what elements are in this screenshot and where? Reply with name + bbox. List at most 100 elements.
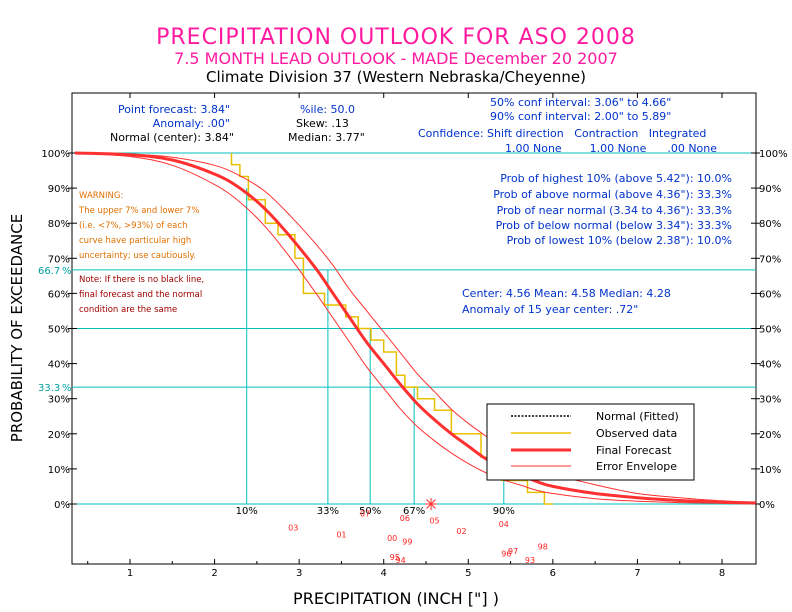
grid-lines	[72, 152, 756, 505]
y-tick-label-left: 50%	[48, 325, 70, 336]
median-text: Median: 3.77"	[288, 131, 365, 144]
x-tick-label: 5	[465, 568, 471, 579]
y-tick-percent-special: %	[62, 383, 72, 394]
error-envelope-lower	[74, 152, 756, 505]
y-tick-label-right: 100%	[759, 149, 788, 160]
y-tick-label-left: 30%	[48, 395, 70, 406]
year-label: 94	[396, 556, 406, 565]
y-tick-label-left: 40%	[48, 360, 70, 371]
ci50-text: 50% conf interval: 3.06" to 4.66"	[490, 96, 671, 109]
note-line: Note: If there is no black line,	[79, 275, 204, 285]
skew-text: Skew: .13	[296, 117, 349, 130]
warning-line: The upper 7% and lower 7%	[78, 206, 199, 216]
x-tick-label: 2	[211, 568, 217, 579]
center-stats-text: Center: 4.56 Mean: 4.58 Median: 4.28	[462, 287, 671, 300]
y-tick-label-left: 10%	[48, 465, 70, 476]
y-tick-label-left: 70%	[48, 254, 70, 265]
confidence-info: 50% conf interval: 3.06" to 4.66" 90% co…	[418, 96, 717, 155]
y-tick-label-special: 66.7	[38, 266, 60, 277]
warning-block: WARNING: The upper 7% and lower 7% (i.e.…	[78, 191, 199, 261]
y-tick-label-right: 30%	[759, 395, 781, 406]
y-tick-label-right: 0%	[759, 500, 775, 511]
axis-ticks: 66.7 %33.3 %0% 0%10% 10%20% 20%30% 30%40% 40%50…	[38, 93, 788, 579]
year-label: 00	[387, 534, 397, 543]
anomaly-center-text: Anomaly of 15 year center: .72"	[462, 303, 638, 316]
x-tick-label: 3	[296, 568, 302, 579]
year-label: 03	[288, 523, 298, 532]
year-label: 96	[501, 550, 511, 559]
y-tick-label-right: 90%	[759, 184, 781, 195]
warning-line: WARNING:	[79, 191, 123, 201]
y-tick-label-left: 90%	[48, 184, 70, 195]
legend-label-observed: Observed data	[596, 427, 677, 440]
marker-stroke	[426, 499, 436, 509]
y-tick-label-left: 60%	[48, 289, 70, 300]
year-label: 01	[336, 530, 346, 539]
chart-legend: Normal (Fitted) Observed data Final Fore…	[486, 403, 695, 481]
chart-title: PRECIPITATION OUTLOOK FOR ASO 2008	[156, 25, 636, 50]
x-tick-label: 6	[550, 568, 556, 579]
year-label: 93	[525, 556, 535, 565]
year-label: 04	[499, 520, 509, 529]
percentile-label: 90%	[493, 506, 515, 517]
legend-label-final: Final Forecast	[596, 444, 672, 457]
y-tick-label-right: 60%	[759, 289, 781, 300]
point-forecast-text: Point forecast: 3.84"	[118, 103, 230, 116]
year-label: 05	[429, 516, 439, 525]
legend-label-normal: Normal (Fitted)	[596, 410, 679, 423]
warning-line: (i.e. <7%, >93%) of each	[79, 221, 187, 231]
note-block: Note: If there is no black line, final f…	[79, 275, 204, 315]
y-tick-label-right: 40%	[759, 360, 781, 371]
percentile-markers: 10% 33% 50% 67% 90%	[236, 188, 515, 517]
percentile-label: 50%	[359, 506, 381, 517]
percentile-label: 10%	[236, 506, 258, 517]
prob-above-normal: Prob of above normal (above 4.36"): 33.3…	[493, 188, 732, 201]
legend-label-envelope: Error Envelope	[596, 460, 677, 473]
y-tick-label-left: 20%	[48, 430, 70, 441]
note-line: final forecast and the normal	[79, 290, 202, 300]
year-label: 99	[402, 537, 412, 546]
y-tick-label-right: 20%	[759, 430, 781, 441]
y-tick-label-right: 70%	[759, 254, 781, 265]
y-tick-percent-special: %	[62, 266, 72, 277]
note-line: condition are the same	[79, 305, 177, 315]
x-tick-label: 8	[719, 568, 725, 579]
forecast-info: Point forecast: 3.84" Anomaly: .00" Norm…	[110, 103, 365, 144]
year-label: 06	[400, 514, 410, 523]
x-axis-label: PRECIPITATION (INCH ["] )	[293, 589, 499, 608]
prob-near-normal: Prob of near normal (3.34 to 4.36"): 33.…	[497, 204, 732, 217]
year-label: 98	[538, 543, 548, 552]
x-tick-label: 4	[381, 568, 387, 579]
forecast-center-marker	[425, 498, 438, 510]
x-tick-label: 1	[127, 568, 133, 579]
year-label: 95	[390, 553, 400, 562]
warning-line: uncertainty; use cautiously.	[79, 251, 196, 261]
percentile-label: 33%	[317, 506, 339, 517]
year-label: 97	[508, 547, 518, 556]
normal-center-text: Normal (center): 3.84"	[110, 131, 234, 144]
y-tick-label-left: 0%	[54, 500, 70, 511]
y-axis-label: PROBABILITY OF EXCEEDANCE	[8, 214, 26, 442]
data-series	[74, 151, 756, 510]
anomaly-text: Anomaly: .00"	[153, 117, 230, 130]
probability-info: Prob of highest 10% (above 5.42"): 10.0%…	[462, 172, 732, 316]
prob-highest-10: Prob of highest 10% (above 5.42"): 10.0%	[500, 172, 732, 185]
y-tick-label-special: 33.3	[38, 383, 60, 394]
x-tick-label: 7	[634, 568, 640, 579]
prob-below-normal: Prob of below normal (below 3.34"): 33.3…	[496, 219, 732, 232]
warning-line: curve have particular high	[79, 236, 191, 246]
year-label: 02	[456, 527, 466, 536]
percentile-label: 67%	[403, 506, 425, 517]
confidence-header-text: Confidence: Shift direction Contraction …	[418, 127, 706, 140]
confidence-values-text: 1.00 None 1.00 None .00 None	[505, 142, 717, 155]
chart-division: Climate Division 37 (Western Nebraska/Ch…	[206, 68, 586, 86]
y-tick-label-right: 80%	[759, 219, 781, 230]
y-tick-label-left: 80%	[48, 219, 70, 230]
chart-subtitle: 7.5 MONTH LEAD OUTLOOK - MADE December 2…	[174, 49, 618, 68]
ci90-text: 90% conf interval: 2.00" to 5.89"	[490, 110, 671, 123]
year-label: 07	[360, 509, 370, 518]
y-tick-label-left: 100%	[41, 149, 70, 160]
percentile-text: %ile: 50.0	[300, 103, 355, 116]
